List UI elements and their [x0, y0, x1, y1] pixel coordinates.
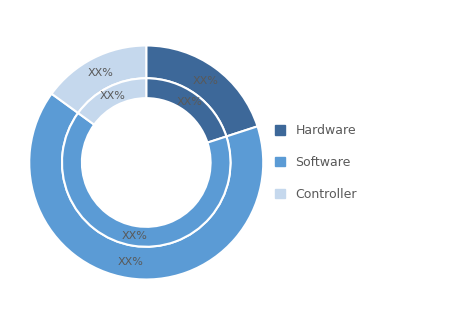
Wedge shape	[52, 46, 146, 113]
Text: XX%: XX%	[177, 98, 203, 107]
Text: XX%: XX%	[122, 231, 148, 241]
Text: XX%: XX%	[88, 68, 113, 78]
Text: XX%: XX%	[99, 91, 126, 101]
Wedge shape	[29, 94, 263, 280]
Wedge shape	[78, 78, 146, 125]
Wedge shape	[146, 78, 226, 143]
Wedge shape	[62, 113, 230, 247]
Legend: Hardware, Software, Controller: Hardware, Software, Controller	[275, 124, 357, 201]
Wedge shape	[146, 46, 257, 136]
Text: XX%: XX%	[117, 257, 144, 267]
Text: XX%: XX%	[193, 76, 218, 86]
